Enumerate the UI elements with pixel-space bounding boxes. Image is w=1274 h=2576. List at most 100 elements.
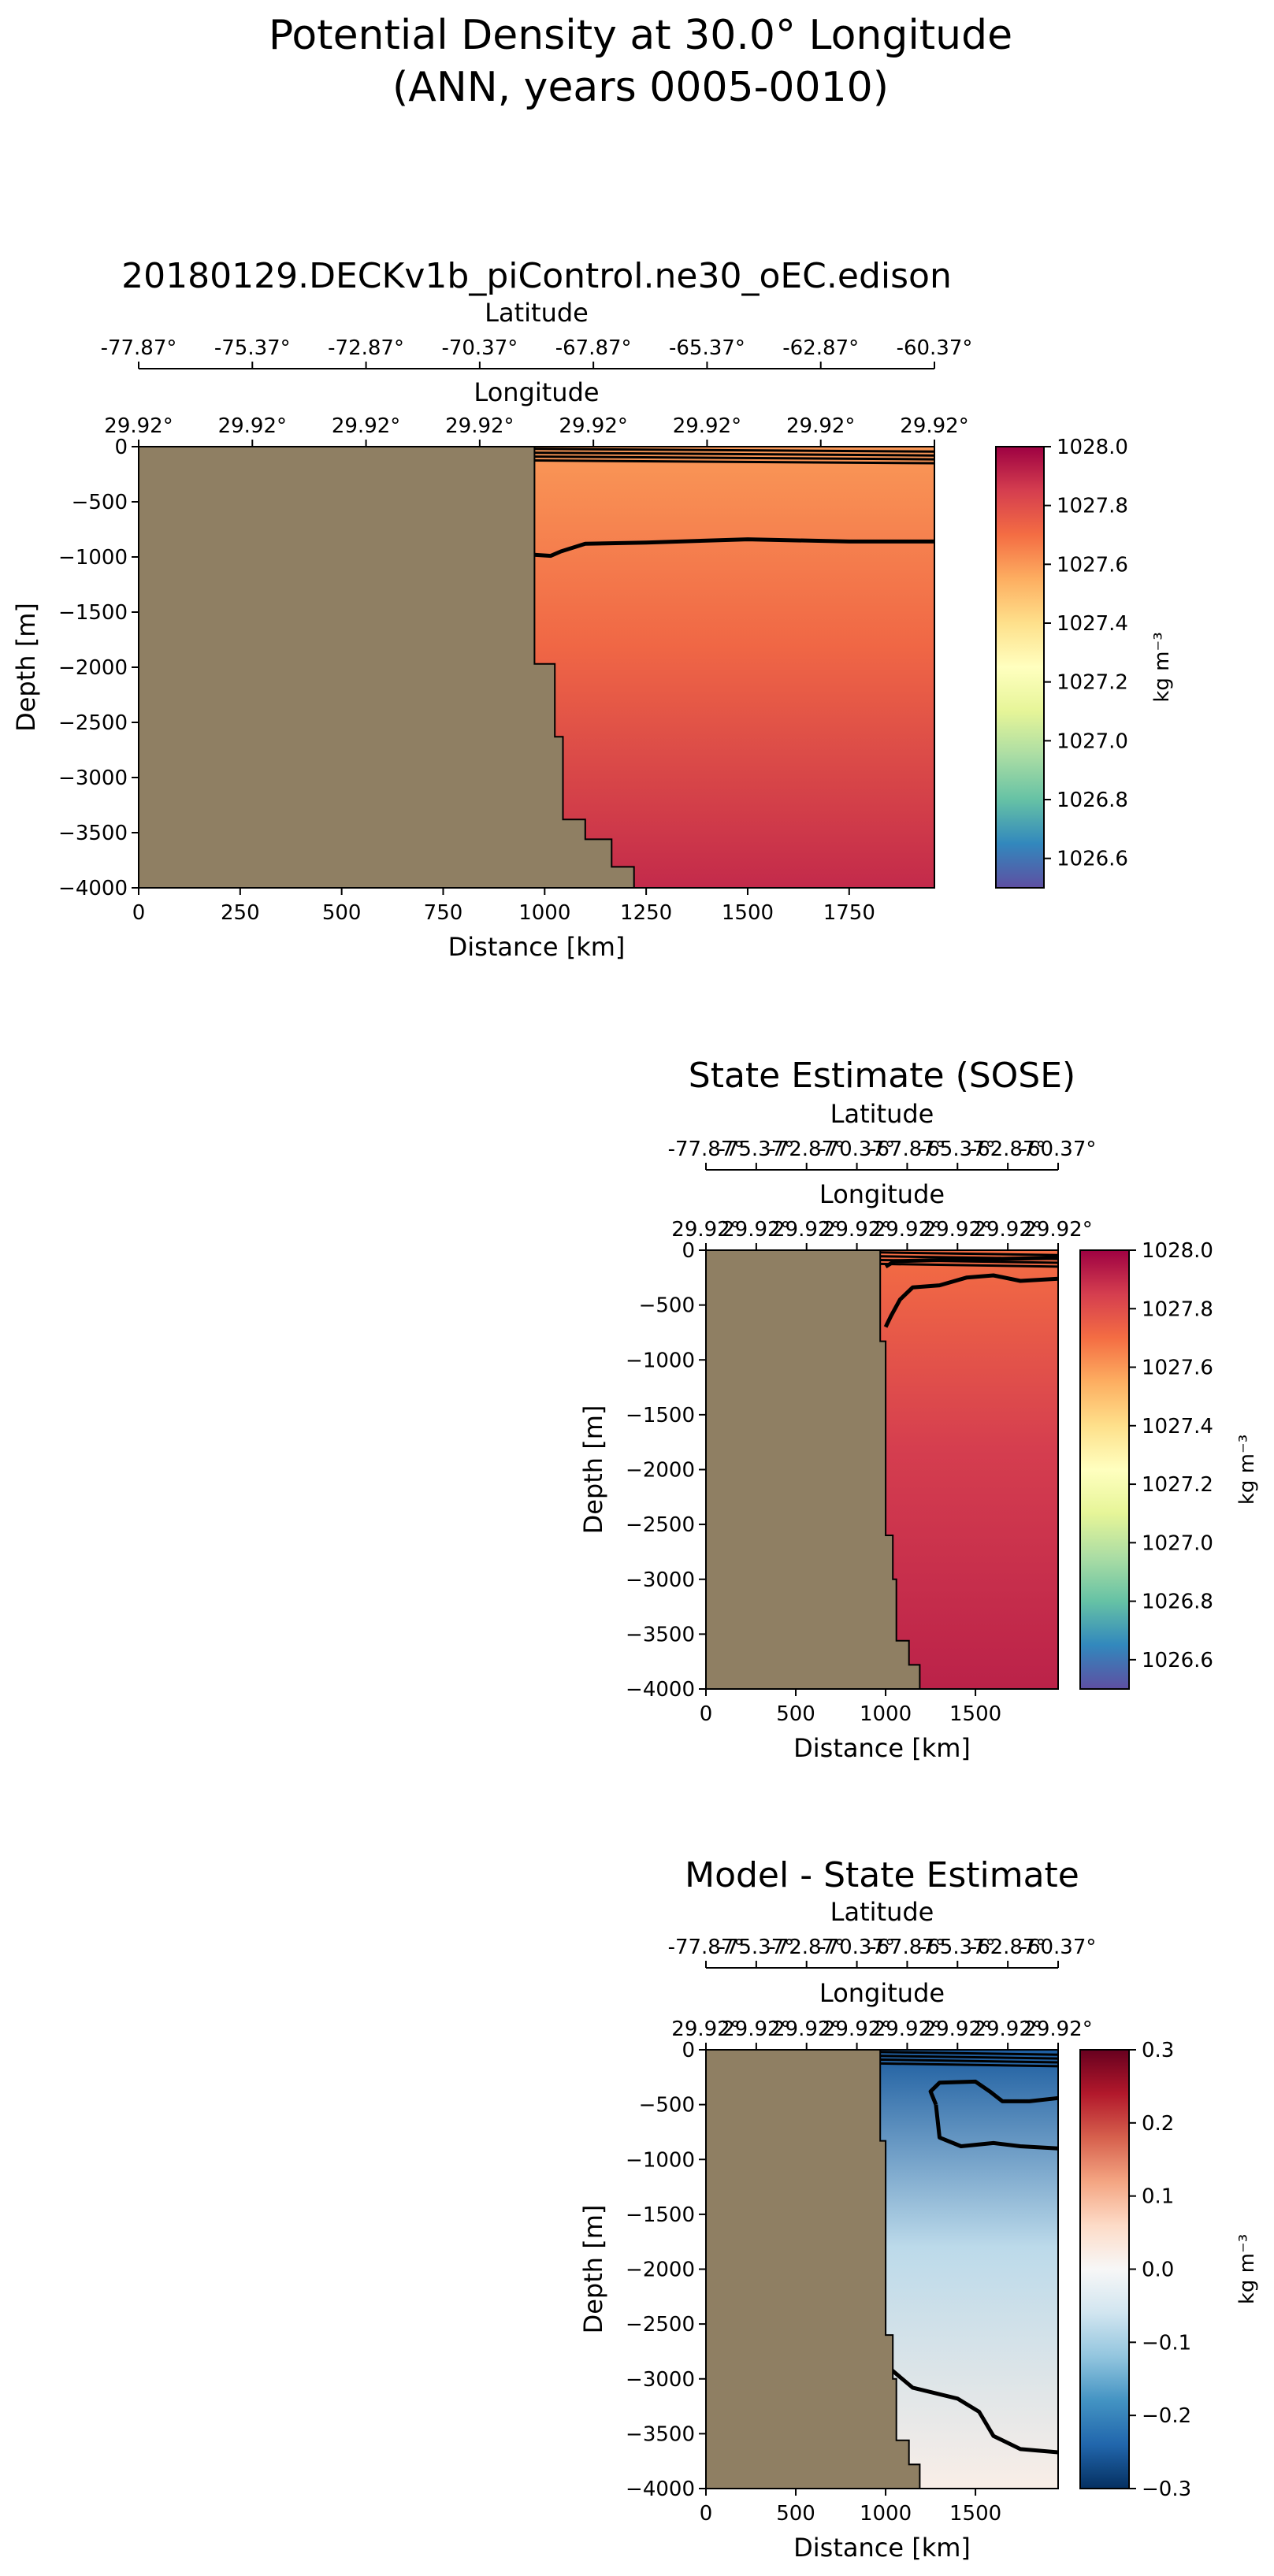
- longitude-tick-label: 29.92°: [873, 2017, 942, 2041]
- y-tick-label: −500: [639, 2094, 695, 2118]
- colorbar-tick-label: 1027.2: [1057, 671, 1128, 695]
- longitude-tick-label: 29.92°: [923, 2017, 992, 2041]
- panel-1: 0 250 500 750 1000 1250 1500 1750 0 −500 −1000 −150…: [11, 256, 1174, 962]
- figure-title-line2: (ANN, years 0005-0010): [392, 64, 889, 111]
- latitude-tick-label: -72.87°: [328, 336, 404, 360]
- surface-contour: [880, 1262, 1059, 1268]
- colorbar-tick-label: −0.2: [1142, 2404, 1191, 2428]
- latitude-tick-label: -65.37°: [669, 336, 745, 360]
- latitude-tick-label: -60.37°: [1020, 1936, 1097, 1959]
- latitude-tick-label: -75.37°: [718, 1138, 794, 1161]
- colorbar-tick-label: 1026.8: [1142, 1591, 1213, 1614]
- x-tick-label: 1750: [823, 901, 875, 925]
- colorbar-label: kg m⁻³: [1150, 632, 1174, 702]
- longitude-tick-label: 29.92°: [900, 414, 968, 438]
- longitude-tick-label: 29.92°: [218, 414, 287, 438]
- x-tick-label: 1250: [620, 901, 672, 925]
- latitude-tick-label: -60.37°: [897, 336, 973, 360]
- longitude-tick-label: 29.92°: [332, 414, 400, 438]
- y-tick-label: −2000: [58, 656, 128, 680]
- panel-title: 20180129.DECKv1b_piControl.ne30_oEC.edis…: [121, 256, 952, 296]
- x-tick-label: 500: [322, 901, 362, 925]
- latitude-tick-label: -65.37°: [919, 1936, 996, 1959]
- longitude-tick-label: 29.92°: [671, 2017, 740, 2041]
- colorbar-tick-label: 1027.6: [1142, 1357, 1213, 1380]
- bathymetry-land: [138, 446, 635, 889]
- surface-contour: [880, 2062, 1059, 2068]
- density-contour: [928, 2079, 1059, 2106]
- longitude-tick-label: 29.92°: [772, 2017, 841, 2041]
- colorbar-tick-label: 1027.4: [1057, 612, 1128, 636]
- density-contour: [887, 2366, 1059, 2455]
- y-tick-label: −500: [72, 491, 128, 514]
- colorbar-tick-label: 0.1: [1142, 2185, 1174, 2209]
- longitude-tick-label: 29.92°: [559, 414, 627, 438]
- colorbar-tick-label: 1026.8: [1057, 789, 1128, 812]
- y-axis-label: Depth [m]: [11, 603, 41, 732]
- panel-3: 0 500 1000 1500 0 −500 −1000 −1500 −2000 −2500 −30…: [578, 1855, 1259, 2563]
- longitude-tick-label: 29.92°: [1023, 2017, 1092, 2041]
- y-tick-label: −2500: [626, 2313, 695, 2337]
- latitude-axis-label: Latitude: [830, 1099, 934, 1129]
- latitude-tick-label: -77.87°: [668, 1138, 745, 1161]
- y-tick-label: −3500: [626, 1623, 695, 1646]
- latitude-tick-label: -67.87°: [869, 1936, 945, 1959]
- latitude-tick-label: -77.87°: [668, 1936, 745, 1959]
- y-tick-label: 0: [682, 1239, 695, 1263]
- x-axis-label: Distance [km]: [448, 932, 626, 962]
- colorbar-tick-label: 0.3: [1142, 2039, 1174, 2062]
- latitude-tick-label: -77.87°: [101, 336, 177, 360]
- colorbar-tick-label: 1027.8: [1057, 495, 1128, 518]
- longitude-tick-label: 29.92°: [673, 414, 741, 438]
- longitude-axis-label: Longitude: [819, 1978, 945, 2008]
- latitude-axis-label: Latitude: [485, 298, 589, 328]
- density-contour: [934, 2104, 1059, 2151]
- y-tick-label: −1500: [626, 2203, 695, 2227]
- longitude-tick-label: 29.92°: [722, 1218, 790, 1242]
- latitude-tick-label: -67.87°: [869, 1138, 945, 1161]
- panel-title: Model - State Estimate: [685, 1855, 1079, 1895]
- longitude-tick-label: 29.92°: [873, 1218, 942, 1242]
- y-tick-label: −3000: [58, 766, 128, 790]
- colorbar-tick-label: 1026.6: [1057, 848, 1128, 871]
- x-axis-label: Distance [km]: [793, 2533, 971, 2563]
- bathymetry-land: [705, 1249, 921, 1690]
- latitude-tick-label: -62.87°: [782, 336, 859, 360]
- y-tick-label: −4000: [626, 1678, 695, 1702]
- bathymetry-land: [705, 2049, 921, 2489]
- longitude-tick-label: 29.92°: [1023, 1218, 1092, 1242]
- y-tick-label: −1000: [58, 546, 128, 570]
- colorbar-tick-label: 1027.0: [1142, 1531, 1213, 1555]
- longitude-tick-label: 29.92°: [671, 1218, 740, 1242]
- figure-title-line1: Potential Density at 30.0° Longitude: [269, 12, 1012, 59]
- density-contour: [534, 537, 934, 559]
- colorbar-label: kg m⁻³: [1235, 2234, 1259, 2304]
- longitude-tick-label: 29.92°: [823, 2017, 891, 2041]
- colorbar-tick-label: 0.0: [1142, 2259, 1174, 2282]
- colorbar: [1079, 1249, 1130, 1690]
- surface-contour: [880, 2051, 1059, 2056]
- y-tick-label: 0: [114, 436, 128, 459]
- longitude-tick-label: 29.92°: [923, 1218, 992, 1242]
- x-tick-label: 500: [776, 2502, 815, 2526]
- colorbar: [995, 446, 1045, 889]
- y-tick-label: −2500: [58, 711, 128, 735]
- surface-contour: [534, 455, 935, 461]
- longitude-tick-label: 29.92°: [973, 2017, 1042, 2041]
- x-tick-label: 1500: [949, 1702, 1001, 1726]
- y-axis-label: Depth [m]: [578, 1405, 608, 1535]
- colorbar-tick-label: 0.2: [1142, 2112, 1174, 2136]
- y-tick-label: −3500: [626, 2422, 695, 2446]
- surface-contour: [534, 447, 935, 453]
- colorbar-tick-label: −0.3: [1142, 2478, 1191, 2501]
- x-tick-label: 0: [132, 901, 146, 925]
- latitude-tick-label: -70.37°: [819, 1936, 895, 1959]
- latitude-tick-label: -72.87°: [768, 1936, 845, 1959]
- colorbar-tick-label: 1027.6: [1057, 553, 1128, 577]
- longitude-tick-label: 29.92°: [722, 2017, 790, 2041]
- latitude-tick-label: -75.37°: [718, 1936, 794, 1959]
- longitude-axis-label: Longitude: [819, 1179, 945, 1209]
- y-tick-label: −4000: [626, 2478, 695, 2501]
- x-tick-label: 500: [776, 1702, 815, 1726]
- latitude-tick-label: -72.87°: [768, 1138, 845, 1161]
